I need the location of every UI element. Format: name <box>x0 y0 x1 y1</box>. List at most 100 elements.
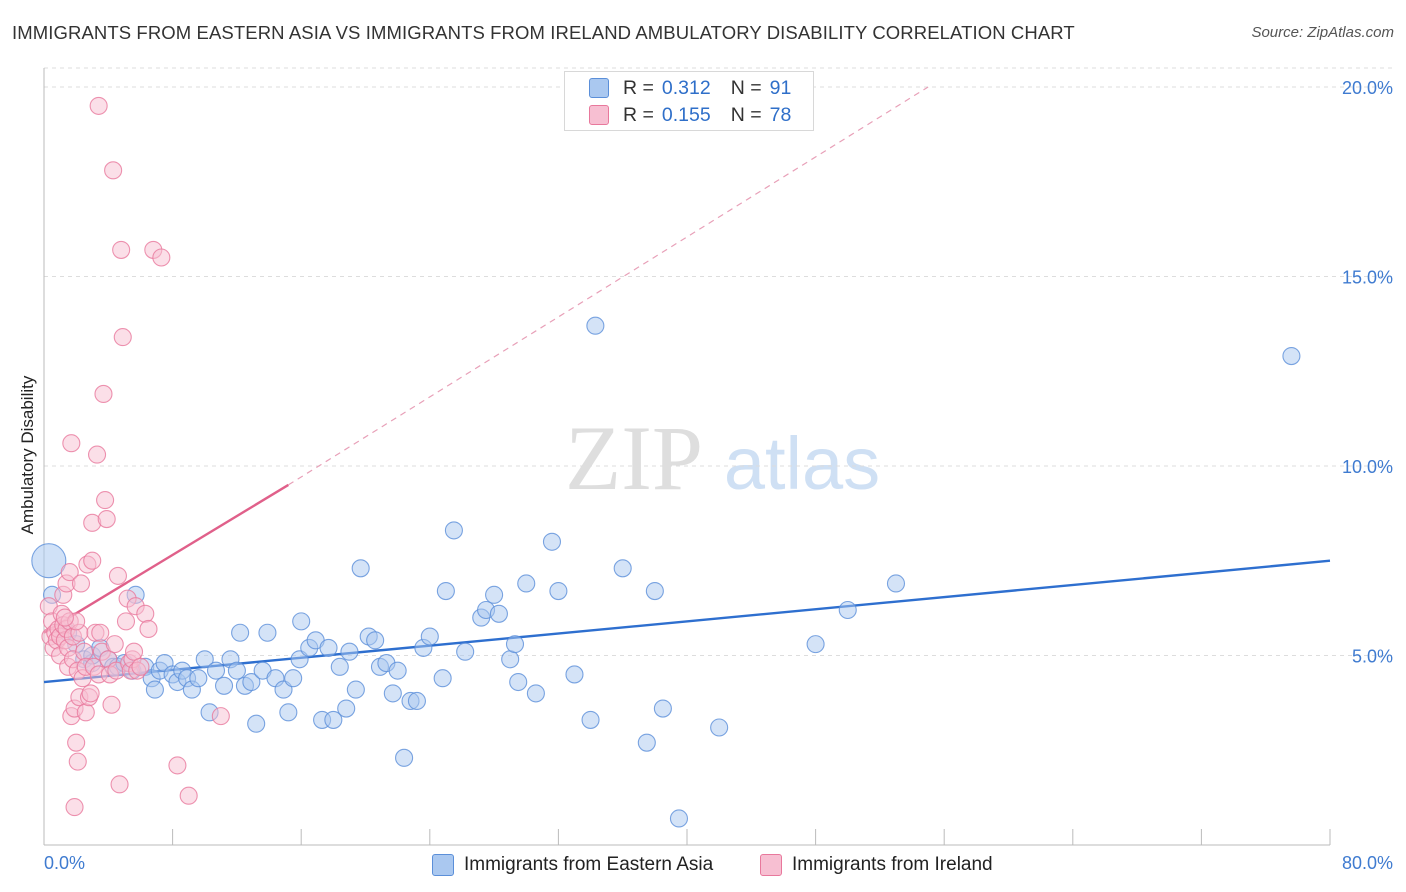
y-axis-label: Ambulatory Disability <box>18 375 37 535</box>
ireland-point <box>110 775 129 794</box>
ireland-point <box>67 733 86 752</box>
eastern-asia-point <box>1282 347 1301 366</box>
eastern-asia-point <box>433 669 452 688</box>
eastern-asia-point <box>330 657 349 676</box>
r-label: R = <box>623 76 654 99</box>
watermark-atlas: atlas <box>724 422 880 505</box>
ireland-point <box>60 563 79 582</box>
n-value: 91 <box>769 76 792 99</box>
eastern-asia-point <box>806 635 825 654</box>
ireland-point <box>71 574 91 593</box>
eastern-asia-trend-line <box>43 559 1331 684</box>
eastern-asia-point <box>645 582 664 601</box>
eastern-asia-point <box>388 661 407 680</box>
chart-title: IMMIGRANTS FROM EASTERN ASIA VS IMMIGRAN… <box>12 22 1075 43</box>
ireland-point <box>104 161 123 180</box>
ireland-point <box>76 703 95 722</box>
eastern-asia-point <box>292 612 311 631</box>
legend-item-eastern-asia[interactable]: Immigrants from Eastern Asia <box>432 851 713 879</box>
eastern-asia-point <box>346 680 365 699</box>
ireland-point <box>168 756 187 775</box>
ireland-point <box>94 384 113 404</box>
ireland-point <box>108 566 127 585</box>
eastern-asia-point <box>247 714 266 733</box>
tick-labels: 5.0% 10.0% 15.0% 20.0% 0.0% 80.0% <box>44 78 1393 873</box>
eastern-asia-point <box>586 316 605 335</box>
eastern-asia-point <box>489 604 508 623</box>
ireland-point <box>68 752 87 771</box>
y-tick-label: 15.0% <box>1342 267 1393 287</box>
legend-label: Immigrants from Ireland <box>792 854 993 875</box>
eastern-asia-point <box>407 691 426 711</box>
eastern-asia-point <box>505 635 525 654</box>
ireland-point <box>113 328 132 347</box>
eastern-asia-point <box>501 650 520 669</box>
ireland-swatch <box>589 105 609 125</box>
eastern-asia-point <box>324 710 343 729</box>
eastern-asia-point <box>214 676 234 695</box>
eastern-asia-point <box>526 684 545 703</box>
ireland-point <box>105 635 124 654</box>
eastern-asia-point <box>319 638 338 657</box>
eastern-asia-swatch <box>589 78 609 98</box>
eastern-asia-point <box>581 710 600 729</box>
eastern-asia-point <box>669 809 689 828</box>
r-value: 0.155 <box>661 103 711 126</box>
eastern-asia-point <box>565 665 584 684</box>
r-value: 0.312 <box>661 76 711 99</box>
eastern-asia-point <box>542 532 562 551</box>
eastern-asia-point <box>340 642 359 661</box>
y-tick-label: 10.0% <box>1342 457 1393 477</box>
ireland-point <box>179 786 198 805</box>
watermark-zip: ZIP <box>565 407 703 509</box>
eastern-asia-swatch <box>432 854 454 876</box>
ireland-point <box>83 551 102 570</box>
ireland-trend-line <box>43 483 289 634</box>
ireland-trend-extension <box>288 86 929 486</box>
n-label: N = <box>730 76 762 99</box>
eastern-asia-point <box>436 582 455 601</box>
eastern-asia-point <box>485 585 504 604</box>
eastern-asia-point <box>337 699 356 718</box>
data-points <box>31 96 1301 828</box>
eastern-asia-point <box>279 703 298 722</box>
source-label: Source: ZipAtlas.com <box>1251 24 1394 41</box>
axes <box>43 68 1331 846</box>
ireland-point <box>89 96 108 115</box>
ireland-point <box>87 445 107 464</box>
eastern-asia-point <box>653 699 672 718</box>
ireland-point <box>136 604 155 623</box>
eastern-asia-point <box>145 680 164 699</box>
x-tick-label: 80.0% <box>1342 853 1393 873</box>
eastern-asia-point <box>351 559 370 578</box>
stats-row-ireland: R = 0.155 N = 78 <box>589 102 791 128</box>
ireland-point <box>81 684 100 703</box>
eastern-asia-point <box>509 672 528 692</box>
eastern-asia-point <box>366 631 385 650</box>
series-legend: Immigrants from Eastern Asia Immigrants … <box>0 851 1406 879</box>
stats-legend: R = 0.312 N = 91 R = 0.155 N = 78 <box>564 71 814 131</box>
eastern-asia-point <box>710 718 729 737</box>
eastern-asia-point <box>284 669 303 688</box>
eastern-asia-point <box>613 559 632 578</box>
stats-row-eastern-asia: R = 0.312 N = 91 <box>589 75 791 101</box>
eastern-asia-point <box>517 574 536 593</box>
x-tick-label: 0.0% <box>44 853 85 873</box>
watermark: ZIP atlas <box>565 407 880 509</box>
gridlines <box>44 67 1392 656</box>
ireland-point <box>102 695 121 714</box>
y-tick-label: 5.0% <box>1352 646 1393 666</box>
eastern-asia-point <box>242 672 261 692</box>
ireland-point <box>152 248 171 267</box>
eastern-asia-point <box>227 661 246 680</box>
n-value: 78 <box>769 103 792 126</box>
eastern-asia-point <box>195 650 214 669</box>
legend-item-ireland[interactable]: Immigrants from Ireland <box>760 851 993 879</box>
ireland-point <box>116 612 136 631</box>
ireland-point <box>112 240 131 259</box>
ireland-point <box>62 434 81 453</box>
ireland-swatch <box>760 854 782 876</box>
eastern-asia-point <box>258 623 277 642</box>
y-tick-label: 20.0% <box>1342 78 1393 98</box>
